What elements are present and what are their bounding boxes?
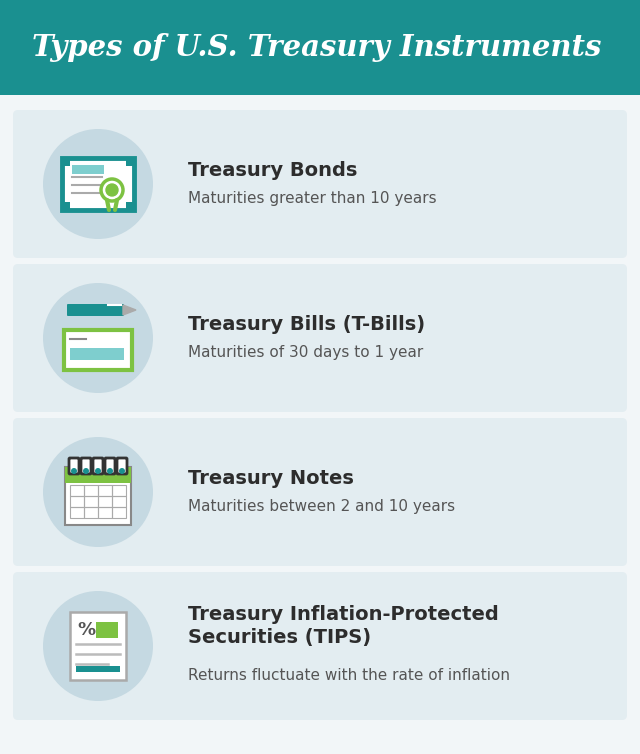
Circle shape: [71, 468, 77, 474]
FancyBboxPatch shape: [70, 612, 126, 680]
FancyBboxPatch shape: [67, 304, 124, 316]
FancyBboxPatch shape: [0, 0, 640, 95]
Polygon shape: [123, 305, 136, 315]
Bar: [112, 507, 126, 518]
FancyBboxPatch shape: [65, 467, 131, 525]
Text: Maturities between 2 and 10 years: Maturities between 2 and 10 years: [188, 498, 455, 513]
Text: %: %: [77, 621, 95, 639]
Bar: [98, 496, 112, 507]
FancyBboxPatch shape: [76, 666, 120, 672]
FancyBboxPatch shape: [13, 110, 627, 258]
Bar: [98, 507, 112, 518]
Circle shape: [43, 437, 153, 547]
Text: Treasury Bonds: Treasury Bonds: [188, 161, 357, 179]
FancyBboxPatch shape: [62, 158, 134, 210]
Text: Maturities of 30 days to 1 year: Maturities of 30 days to 1 year: [188, 345, 423, 360]
Bar: [98, 485, 112, 496]
Text: Types of U.S. Treasury Instruments: Types of U.S. Treasury Instruments: [32, 33, 602, 62]
Bar: [84, 507, 98, 518]
Bar: [70, 485, 84, 496]
FancyBboxPatch shape: [64, 330, 132, 370]
Bar: [126, 158, 134, 166]
FancyBboxPatch shape: [13, 418, 627, 566]
FancyBboxPatch shape: [105, 458, 115, 474]
Circle shape: [95, 468, 101, 474]
FancyBboxPatch shape: [13, 264, 627, 412]
Text: Treasury Notes: Treasury Notes: [188, 468, 354, 488]
Circle shape: [43, 283, 153, 393]
Text: Returns fluctuate with the rate of inflation: Returns fluctuate with the rate of infla…: [188, 669, 510, 683]
FancyBboxPatch shape: [93, 458, 103, 474]
Bar: [126, 202, 134, 210]
Circle shape: [101, 179, 123, 201]
Text: Treasury Bills (T-Bills): Treasury Bills (T-Bills): [188, 314, 425, 333]
Bar: [70, 507, 84, 518]
Bar: [84, 496, 98, 507]
Text: Treasury Inflation-Protected
Securities (TIPS): Treasury Inflation-Protected Securities …: [188, 605, 499, 647]
Bar: [84, 485, 98, 496]
FancyBboxPatch shape: [65, 467, 131, 483]
Circle shape: [43, 591, 153, 701]
Bar: [62, 158, 70, 166]
FancyBboxPatch shape: [72, 165, 104, 174]
Circle shape: [119, 468, 125, 474]
Text: Maturities greater than 10 years: Maturities greater than 10 years: [188, 191, 436, 206]
Bar: [70, 496, 84, 507]
Bar: [112, 496, 126, 507]
Circle shape: [106, 184, 118, 196]
FancyBboxPatch shape: [13, 572, 627, 720]
FancyBboxPatch shape: [117, 458, 127, 474]
Circle shape: [83, 468, 89, 474]
FancyBboxPatch shape: [81, 458, 91, 474]
Circle shape: [107, 468, 113, 474]
Bar: [112, 485, 126, 496]
Bar: [62, 202, 70, 210]
Circle shape: [43, 129, 153, 239]
FancyBboxPatch shape: [70, 348, 124, 360]
FancyBboxPatch shape: [96, 622, 118, 638]
FancyBboxPatch shape: [69, 458, 79, 474]
